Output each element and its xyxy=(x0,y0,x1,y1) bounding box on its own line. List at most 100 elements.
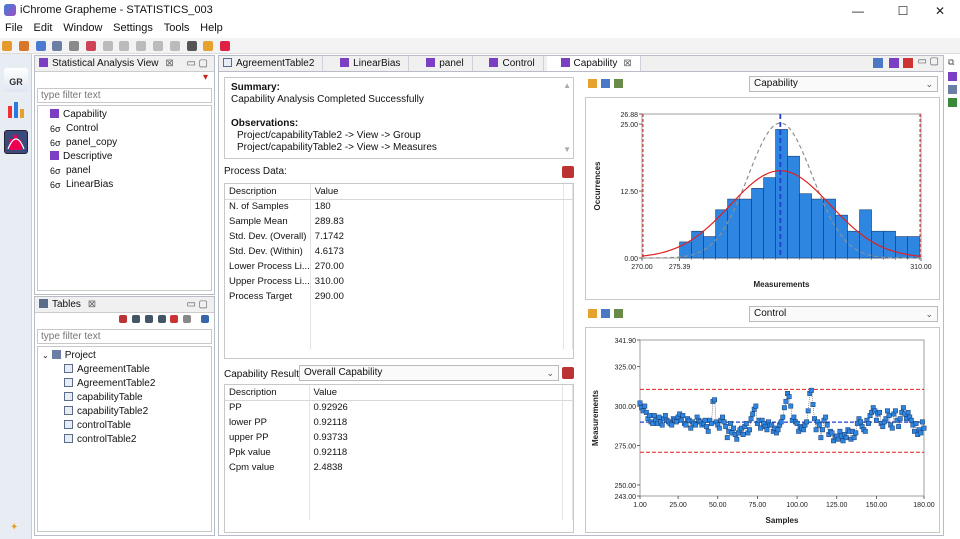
list-item[interactable]: Descriptive xyxy=(50,150,211,164)
histogram-bar xyxy=(907,236,920,259)
print-icon[interactable] xyxy=(69,41,80,51)
maximize-view-icon[interactable]: ▢ xyxy=(198,299,208,310)
capability-perspective-icon[interactable] xyxy=(4,130,28,154)
restore-icon[interactable]: ⧉ xyxy=(948,57,955,67)
table-icon[interactable] xyxy=(948,85,957,94)
save-icon[interactable] xyxy=(52,41,63,51)
list-item[interactable]: 6σ LinearBias xyxy=(50,178,211,192)
table-row[interactable]: Upper Process Li... 310.00 xyxy=(225,274,573,289)
import-icon[interactable] xyxy=(35,41,46,51)
list-item[interactable]: controlTable xyxy=(42,419,211,433)
tab-capability[interactable]: Capability ⊠ xyxy=(546,56,641,71)
close-tab-icon[interactable]: ⊠ xyxy=(623,58,632,69)
scroll-up-icon[interactable]: ▲ xyxy=(563,81,571,90)
close-tab-icon[interactable]: ⊠ xyxy=(87,299,97,310)
tables-filter-input[interactable] xyxy=(37,329,212,344)
list-item[interactable]: 6σ Control xyxy=(50,122,211,136)
list-item[interactable]: capabilityTable2 xyxy=(42,405,211,419)
data-point xyxy=(804,419,810,425)
run-icon[interactable] xyxy=(220,41,231,51)
maximize-view-icon[interactable]: ▢ xyxy=(198,58,208,69)
table-row[interactable]: N. of Samples 180 xyxy=(225,199,573,214)
capability-type-select[interactable]: Overall Capability ⌄ xyxy=(299,365,559,381)
statistics-perspective-icon[interactable] xyxy=(4,98,28,122)
console-icon[interactable] xyxy=(948,98,957,107)
new-table-icon[interactable] xyxy=(119,315,128,323)
tables-view-tab[interactable]: Tables xyxy=(52,299,81,310)
copy-icon[interactable] xyxy=(153,41,164,51)
export-chart-icon[interactable] xyxy=(903,58,913,68)
import-table-icon[interactable] xyxy=(132,315,141,323)
link-icon[interactable] xyxy=(201,315,209,323)
table-row[interactable]: upper PP 0.93733 xyxy=(225,430,573,445)
list-item[interactable]: 6σ panel_copy xyxy=(50,136,211,150)
table-icon xyxy=(64,434,73,443)
tree-root[interactable]: ⌄ Project xyxy=(42,349,211,363)
chart-tools-icon[interactable] xyxy=(588,307,623,319)
export-results-icon[interactable] xyxy=(562,367,574,379)
chart-type-select-bottom[interactable]: Control ⌄ xyxy=(749,306,938,322)
tab-panel[interactable]: panel xyxy=(412,56,473,71)
export-data-icon[interactable] xyxy=(562,166,574,178)
menu-help[interactable]: Help xyxy=(200,22,223,34)
new-project-icon[interactable] xyxy=(2,41,12,51)
scroll-down-icon[interactable]: ▼ xyxy=(563,145,571,154)
cut-icon[interactable] xyxy=(136,41,147,51)
grapheme-perspective-icon[interactable]: GR xyxy=(4,68,28,92)
tab-linearbias[interactable]: LinearBias xyxy=(326,56,410,71)
maximize-editor-icon[interactable]: ▢ xyxy=(929,56,939,67)
minimize-editor-icon[interactable]: ▭ xyxy=(917,56,927,67)
list-item[interactable]: 6σ panel xyxy=(50,164,211,178)
redo-icon[interactable] xyxy=(119,41,130,51)
chart-tools-icon[interactable] xyxy=(588,77,623,89)
list-item[interactable]: Capability xyxy=(50,108,211,122)
refresh-table-icon[interactable] xyxy=(183,315,192,323)
stats-view-tab[interactable]: Statistical Analysis View xyxy=(52,58,159,69)
paste-icon[interactable] xyxy=(169,41,180,51)
menu-settings[interactable]: Settings xyxy=(113,22,153,34)
table-row[interactable]: PP 0.92926 xyxy=(225,400,573,415)
layout-icon[interactable] xyxy=(186,41,197,51)
menu-window[interactable]: Window xyxy=(63,22,103,34)
properties-icon[interactable] xyxy=(85,41,96,51)
table-row[interactable]: Lower Process Li... 270.00 xyxy=(225,259,573,274)
table-row[interactable]: lower PP 0.92118 xyxy=(225,415,573,430)
data-point xyxy=(750,411,756,417)
chart-type-select-top[interactable]: Capability ⌄ xyxy=(749,76,938,92)
table-row[interactable]: Ppk value 0.92118 xyxy=(225,445,573,460)
list-item[interactable]: capabilityTable xyxy=(42,391,211,405)
view-menu-icon[interactable]: ▾ xyxy=(202,72,208,83)
maximize-button[interactable]: ☐ xyxy=(897,4,909,18)
table-row[interactable]: Cpm value 2.4838 xyxy=(225,460,573,475)
layout-toggle-icon[interactable] xyxy=(873,58,883,68)
chevron-down-icon[interactable]: ⌄ xyxy=(42,351,49,360)
export-table-icon[interactable] xyxy=(144,315,153,323)
stats-filter-input[interactable] xyxy=(37,88,212,103)
open-project-icon[interactable] xyxy=(18,41,29,51)
minimize-view-icon[interactable]: ▭ xyxy=(186,58,196,69)
tab-agreementtable2[interactable]: AgreementTable2 xyxy=(219,56,324,71)
list-item[interactable]: AgreementTable2 xyxy=(42,377,211,391)
data-point xyxy=(702,417,708,423)
script-icon[interactable] xyxy=(203,41,214,51)
tab-control[interactable]: Control xyxy=(475,56,544,71)
table-row[interactable]: Sample Mean 289.83 xyxy=(225,214,573,229)
list-item[interactable]: controlTable2 xyxy=(42,433,211,447)
menu-file[interactable]: File xyxy=(5,22,23,34)
bar-chart-icon[interactable] xyxy=(948,72,957,81)
copy-table-icon[interactable] xyxy=(157,315,166,323)
menu-edit[interactable]: Edit xyxy=(33,22,53,34)
settings-icon[interactable]: ✦ xyxy=(10,522,19,533)
table-row[interactable]: Std. Dev. (Within) 4.6173 xyxy=(225,244,573,259)
table-row[interactable]: Process Target 290.00 xyxy=(225,289,573,304)
chart-options-icon[interactable] xyxy=(889,58,899,68)
undo-icon[interactable] xyxy=(102,41,113,51)
delete-table-icon[interactable] xyxy=(170,315,179,323)
list-item[interactable]: AgreementTable xyxy=(42,363,211,377)
menu-tools[interactable]: Tools xyxy=(163,22,190,34)
minimize-view-icon[interactable]: ▭ xyxy=(186,299,196,310)
close-tab-icon[interactable]: ⊠ xyxy=(165,58,174,69)
close-button[interactable]: ✕ xyxy=(934,4,946,18)
minimize-button[interactable]: — xyxy=(852,4,864,18)
table-row[interactable]: Std. Dev. (Overall) 7.1742 xyxy=(225,229,573,244)
